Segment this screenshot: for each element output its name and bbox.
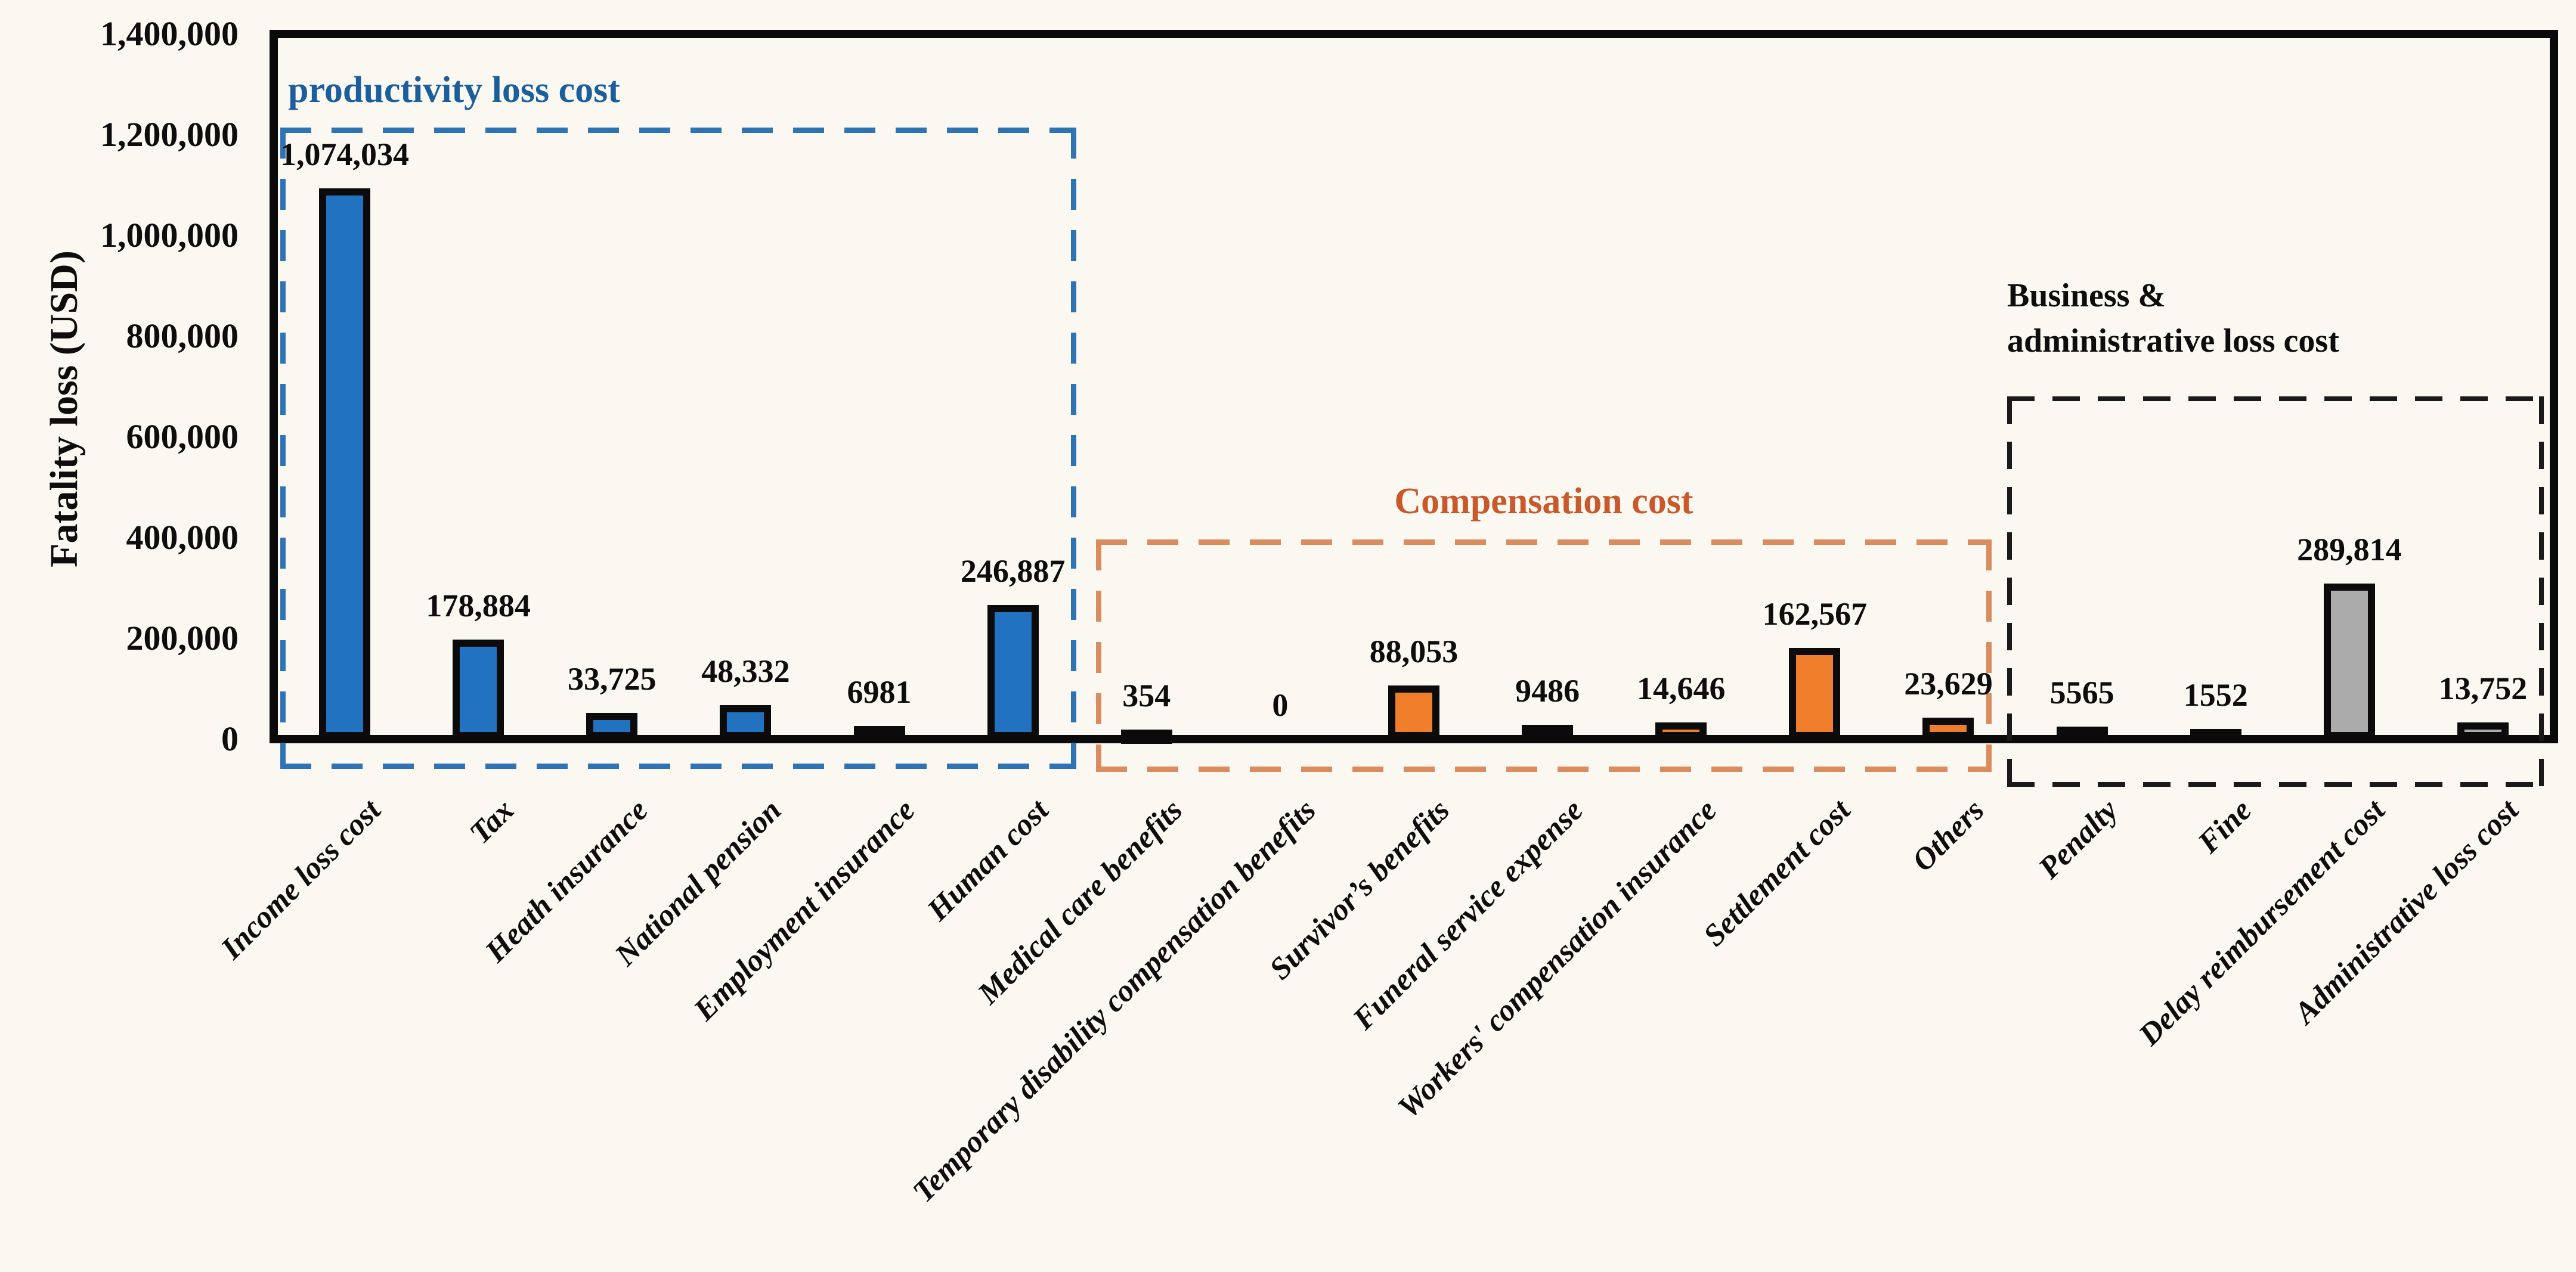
- bar-medical-care-benefits: [1120, 730, 1172, 744]
- bar-administrative-loss-cost: [2457, 722, 2509, 739]
- bar-national-pension: [720, 705, 772, 739]
- bar-human-cost: [987, 605, 1039, 739]
- x-axis-label: Employment insurance: [687, 793, 922, 1028]
- bar-delay-reimbursement-cost: [2323, 584, 2375, 739]
- group-box-edge-1: [1096, 539, 1101, 772]
- x-axis-label: Tax: [463, 793, 521, 851]
- x-axis-label: Funeral service expense: [1346, 793, 1590, 1037]
- group-box-edge-2: [2539, 396, 2544, 787]
- bar-value-label: 13,752: [2438, 671, 2528, 706]
- group-box-edge-1: [1986, 539, 1992, 772]
- y-tick-label: 200,000: [126, 619, 239, 657]
- y-tick-label: 800,000: [126, 317, 239, 355]
- x-axis-label: Delay reimbursement cost: [2132, 793, 2392, 1053]
- bar-heath-insurance: [586, 713, 638, 739]
- x-axis-label: Others: [1906, 793, 1991, 879]
- group-title-business-administrative-loss-cost: Business & administrative loss cost: [2007, 277, 2339, 359]
- y-tick-label: 1,400,000: [100, 14, 239, 53]
- bar-value-label: 88,053: [1369, 634, 1459, 669]
- x-axis-label: Administrative loss cost: [2288, 793, 2525, 1031]
- bar-tax: [453, 640, 504, 739]
- bar-value-label: 23,629: [1904, 666, 1993, 702]
- x-axis-label: Income loss cost: [214, 793, 388, 966]
- bar-workers-compensation-insurance: [1655, 722, 1707, 739]
- bar-fine: [2190, 729, 2241, 743]
- group-title-productivity-loss-cost: productivity loss cost: [288, 70, 620, 110]
- bar-value-label: 289,814: [2297, 532, 2402, 567]
- bar-value-label: 6981: [847, 674, 912, 710]
- group-box-edge-2: [2007, 396, 2012, 787]
- group-box-edge-1: [1096, 767, 1992, 772]
- bar-value-label: 9486: [1515, 673, 1580, 709]
- bar-value-label: 14,646: [1636, 671, 1726, 706]
- bar-value-label: 0: [1272, 687, 1289, 723]
- bar-value-label: 5565: [2049, 675, 2114, 711]
- bar-settlement-cost: [1789, 648, 1841, 739]
- bar-value-label: 178,884: [426, 588, 531, 623]
- bar-penalty: [2056, 727, 2108, 741]
- group-box-edge-1: [1096, 539, 1992, 545]
- group-box-edge-0: [280, 128, 286, 769]
- plot-area-border: [270, 30, 2558, 743]
- bar-value-label: 246,887: [960, 553, 1066, 589]
- bar-value-label: 1552: [2183, 677, 2248, 713]
- bar-value-label: 162,567: [1762, 596, 1868, 632]
- bar-value-label: 354: [1122, 678, 1171, 713]
- group-box-edge-2: [2007, 782, 2544, 787]
- group-box-edge-0: [280, 764, 1076, 769]
- y-tick-label: 0: [221, 719, 239, 758]
- bar-funeral-service-expense: [1522, 725, 1574, 739]
- x-axis-label: Penalty: [2032, 793, 2125, 886]
- bar-value-label: 1,074,034: [280, 136, 410, 172]
- y-tick-label: 1,200,000: [100, 115, 239, 154]
- group-box-edge-2: [2007, 396, 2544, 401]
- bar-value-label: 48,332: [701, 653, 790, 689]
- bar-survivor-s-benefits: [1388, 685, 1439, 739]
- x-axis-label: Fine: [2191, 793, 2258, 860]
- y-tick-label: 1,000,000: [100, 216, 239, 255]
- group-title-compensation-cost: Compensation cost: [1394, 481, 1693, 522]
- group-box-edge-0: [1071, 128, 1076, 769]
- y-tick-label: 600,000: [126, 417, 239, 456]
- x-axis-label: Human cost: [921, 793, 1055, 927]
- group-box-edge-0: [280, 128, 1076, 133]
- bar-employment-insurance: [853, 726, 905, 740]
- y-tick-label: 400,000: [126, 518, 239, 557]
- bar-others: [1922, 718, 1974, 739]
- bar-income-loss-cost: [319, 188, 371, 739]
- bar-value-label: 33,725: [568, 661, 657, 697]
